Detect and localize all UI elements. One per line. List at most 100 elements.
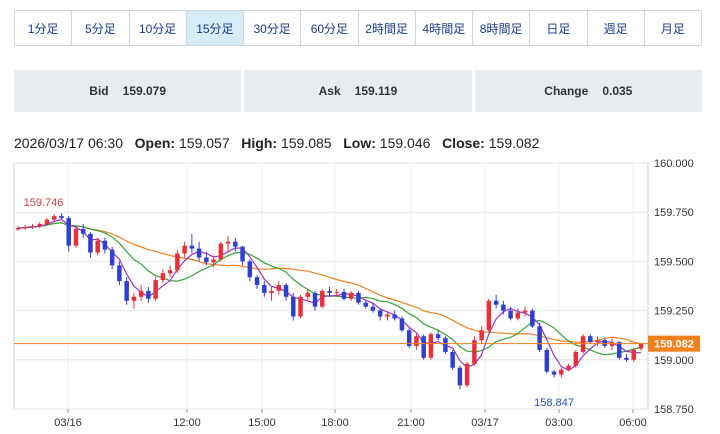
candle-body bbox=[544, 349, 550, 372]
candle-body bbox=[37, 224, 42, 226]
candle-body bbox=[638, 343, 644, 349]
candle-body bbox=[508, 310, 513, 319]
candle-body bbox=[486, 300, 492, 331]
candle-body bbox=[414, 336, 419, 347]
change-box: Change 0.035 bbox=[474, 70, 702, 112]
bid-value: 159.079 bbox=[122, 84, 167, 98]
tab-timeframe-6[interactable]: 2時間足 bbox=[359, 11, 416, 45]
high-label: High: bbox=[241, 135, 278, 151]
tab-timeframe-4[interactable]: 30分足 bbox=[244, 11, 302, 45]
open-label: Open: bbox=[134, 135, 176, 151]
candle-body bbox=[131, 296, 137, 301]
candle-body bbox=[559, 369, 564, 375]
candle-body bbox=[421, 336, 426, 358]
candle-body bbox=[254, 277, 260, 286]
candle-body bbox=[66, 218, 71, 246]
candle-body bbox=[537, 326, 542, 350]
candle-body bbox=[312, 292, 318, 307]
ohlc-datetime: 2026/03/17 06:30 bbox=[14, 135, 123, 151]
candle-body bbox=[262, 285, 267, 293]
candle-body bbox=[124, 281, 129, 301]
tab-timeframe-0[interactable]: 1分足 bbox=[15, 11, 73, 45]
tab-timeframe-7[interactable]: 4時間足 bbox=[416, 11, 473, 45]
candle-body bbox=[189, 245, 195, 249]
x-tick-label: 15:00 bbox=[248, 417, 276, 429]
candle-body bbox=[196, 248, 202, 258]
candle-body bbox=[283, 285, 289, 297]
candle-body bbox=[240, 246, 245, 262]
candle-body bbox=[211, 259, 216, 263]
candle-body bbox=[435, 334, 441, 339]
candle-body bbox=[624, 357, 629, 360]
candle-body bbox=[363, 302, 368, 307]
tab-timeframe-10[interactable]: 週足 bbox=[588, 11, 645, 45]
tab-timeframe-2[interactable]: 10分足 bbox=[130, 11, 187, 45]
candle-body bbox=[22, 226, 28, 229]
current-price-tag bbox=[648, 335, 700, 352]
x-tick-label: 03:00 bbox=[545, 417, 573, 429]
tab-timeframe-8[interactable]: 8時間足 bbox=[473, 11, 531, 45]
candle-body bbox=[305, 292, 311, 297]
candle-body bbox=[327, 290, 332, 293]
candle-body bbox=[233, 241, 238, 247]
candle-body bbox=[204, 257, 209, 263]
candle-body bbox=[602, 340, 608, 347]
candle-body bbox=[109, 249, 115, 266]
ohlc-readout: 2026/03/17 06:30 Open: 159.057 High: 159… bbox=[14, 135, 539, 151]
candle-body bbox=[320, 290, 325, 307]
candle-body bbox=[95, 240, 100, 253]
candlestick-chart[interactable]: 160.000 159.750 159.500 159.250 159.000 158.7… bbox=[0, 155, 720, 434]
candle-body bbox=[298, 296, 303, 317]
candle-body bbox=[522, 310, 528, 313]
bid-label: Bid bbox=[89, 84, 109, 98]
candle-body bbox=[167, 270, 173, 274]
x-tick-label: 18:00 bbox=[321, 417, 349, 429]
tab-timeframe-11[interactable]: 月足 bbox=[660, 21, 685, 36]
tab-timeframe-9[interactable]: 日足 bbox=[530, 11, 588, 45]
low-annotation: 158.847 bbox=[534, 397, 574, 409]
tab-timeframe-3[interactable]: 15分足 bbox=[186, 11, 244, 45]
candle-body bbox=[153, 280, 158, 299]
x-tick-label: 03/17 bbox=[471, 417, 499, 429]
ma-long-line bbox=[17, 222, 642, 345]
candle-body bbox=[334, 291, 339, 293]
candle-body bbox=[450, 351, 455, 368]
candle-body bbox=[160, 273, 166, 281]
ask-label: Ask bbox=[318, 84, 341, 98]
candle-body bbox=[51, 216, 57, 220]
ask-box: Ask 159.119 bbox=[244, 70, 472, 112]
candle-body bbox=[356, 292, 361, 303]
candle-body bbox=[175, 253, 180, 271]
candle-body bbox=[291, 296, 296, 317]
candle-body bbox=[493, 300, 499, 305]
candle-body bbox=[501, 304, 506, 311]
price-chart[interactable]: 160.000 159.750 159.500 159.250 159.000 158.7… bbox=[0, 155, 720, 434]
candle-body bbox=[80, 228, 86, 234]
candle-body bbox=[515, 312, 521, 319]
y-tick-label: 158.750 bbox=[654, 404, 694, 416]
candle-body bbox=[44, 219, 50, 225]
ask-value: 159.119 bbox=[354, 84, 398, 98]
candle-body bbox=[392, 314, 397, 319]
close-value: 159.082 bbox=[488, 135, 540, 151]
candle-body bbox=[399, 318, 405, 331]
low-label: Low: bbox=[343, 135, 376, 151]
candle-body bbox=[88, 233, 93, 253]
candle-body bbox=[377, 310, 383, 317]
tab-timeframe-5[interactable]: 60分足 bbox=[301, 11, 359, 45]
candle-body bbox=[617, 342, 622, 358]
candle-body bbox=[182, 245, 187, 254]
candle-body bbox=[30, 225, 35, 227]
x-tick-label: 03/16 bbox=[54, 417, 82, 429]
low-value: 159.046 bbox=[379, 135, 431, 151]
candle-body bbox=[472, 340, 477, 364]
candle-body bbox=[269, 290, 274, 293]
candle-body bbox=[457, 367, 463, 386]
tab-timeframe-1[interactable]: 5分足 bbox=[72, 11, 130, 45]
candle-body bbox=[370, 306, 376, 311]
y-tick-label: 160.000 bbox=[654, 158, 694, 170]
plot-area bbox=[13, 162, 649, 410]
candle-body bbox=[588, 336, 593, 343]
x-tick-label: 21:00 bbox=[397, 417, 425, 429]
candle-body bbox=[348, 292, 354, 299]
